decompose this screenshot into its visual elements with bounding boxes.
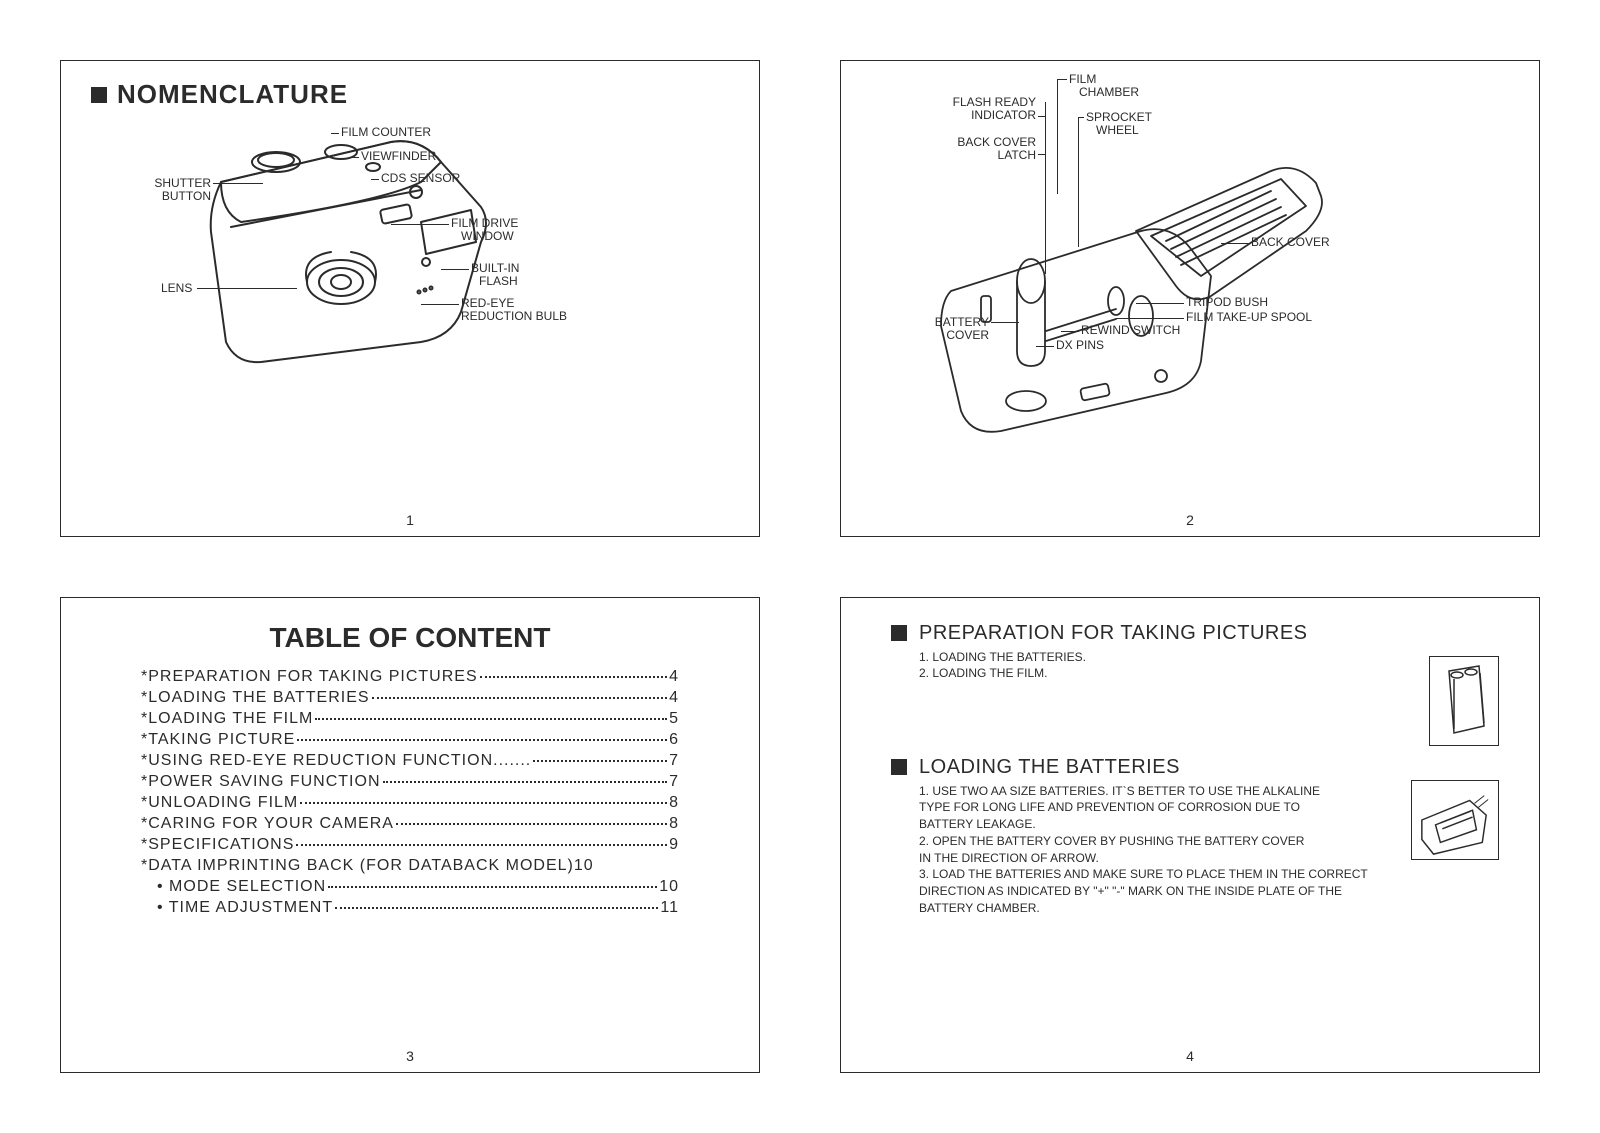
panel-preparation: PREPARATION FOR TAKING PICTURES 1. LOADI… — [840, 597, 1540, 1074]
panel-back-view: FLASH READY INDICATOR BACK COVER LATCH F… — [840, 60, 1540, 537]
page-number-4: 4 — [1186, 1048, 1194, 1064]
bullet-square — [891, 625, 907, 641]
label-sprocket-wheel: SPROCKET WHEEL — [1086, 111, 1152, 137]
label-rewind-switch: REWIND SWITCH — [1081, 324, 1180, 337]
toc-item: *LOADING THE FILM5 — [141, 710, 679, 728]
label-lens: LENS — [161, 282, 192, 295]
battery-figure-2 — [1411, 780, 1499, 860]
page-number-3: 3 — [406, 1048, 414, 1064]
label-flash-ready: FLASH READY INDICATOR — [936, 96, 1036, 122]
label-film-counter: FILM COUNTER — [341, 126, 431, 139]
toc-item: • TIME ADJUSTMENT11 — [141, 899, 679, 917]
label-viewfinder: VIEWFINDER — [361, 150, 436, 163]
toc-item: *UNLOADING FILM8 — [141, 794, 679, 812]
preparation-body: 1. LOADING THE BATTERIES.2. LOADING THE … — [919, 649, 1409, 683]
label-builtin-flash: BUILT-IN FLASH — [471, 262, 519, 288]
toc-item: *LOADING THE BATTERIES 4 — [141, 689, 679, 707]
toc-item: • MODE SELECTION10 — [141, 878, 679, 896]
bullet-square — [891, 759, 907, 775]
camera-back-illustration — [911, 141, 1331, 441]
bullet-square — [91, 87, 107, 103]
label-cds-sensor: CDS SENSOR — [381, 172, 460, 185]
toc-item: *PREPARATION FOR TAKING PICTURES4 — [141, 668, 679, 686]
label-film-chamber: FILM CHAMBER — [1069, 73, 1139, 99]
panel-toc: TABLE OF CONTENT *PREPARATION FOR TAKING… — [60, 597, 760, 1074]
toc-item: *DATA IMPRINTING BACK (FOR DATABACK MODE… — [141, 857, 679, 875]
toc-item: *POWER SAVING FUNCTION7 — [141, 773, 679, 791]
label-back-cover: BACK COVER — [1251, 236, 1330, 249]
loading-batteries-title: LOADING THE BATTERIES — [919, 756, 1180, 779]
loading-batteries-body: 1. USE TWO AA SIZE BATTERIES. IT`S BETTE… — [919, 783, 1391, 917]
label-battery-cover: BATTERY COVER — [919, 316, 989, 342]
toc-list: *PREPARATION FOR TAKING PICTURES4 *LOADIN… — [91, 668, 729, 917]
toc-item: *USING RED-EYE REDUCTION FUNCTION.......… — [141, 752, 679, 770]
toc-item: *CARING FOR YOUR CAMERA8 — [141, 815, 679, 833]
page-number-1: 1 — [406, 512, 414, 528]
toc-item: *TAKING PICTURE 6 — [141, 731, 679, 749]
label-redeye-bulb: RED-EYE REDUCTION BULB — [461, 297, 567, 323]
label-tripod-bush: TRIPOD BUSH — [1186, 296, 1268, 309]
label-film-takeup-spool: FILM TAKE-UP SPOOL — [1186, 311, 1312, 324]
label-shutter-button: SHUTTER BUTTON — [141, 177, 211, 203]
label-film-drive-window: FILM DRIVE WINDOW — [451, 217, 518, 243]
preparation-title: PREPARATION FOR TAKING PICTURES — [919, 622, 1308, 645]
battery-figure-1 — [1429, 656, 1499, 746]
label-dx-pins: DX PINS — [1056, 339, 1104, 352]
page-number-2: 2 — [1186, 512, 1194, 528]
nomenclature-title: NOMENCLATURE — [117, 79, 348, 110]
label-back-cover-latch: BACK COVER LATCH — [931, 136, 1036, 162]
toc-title: TABLE OF CONTENT — [91, 622, 729, 654]
panel-nomenclature: NOMENCLATURE — [60, 60, 760, 537]
toc-item: *SPECIFICATIONS9 — [141, 836, 679, 854]
